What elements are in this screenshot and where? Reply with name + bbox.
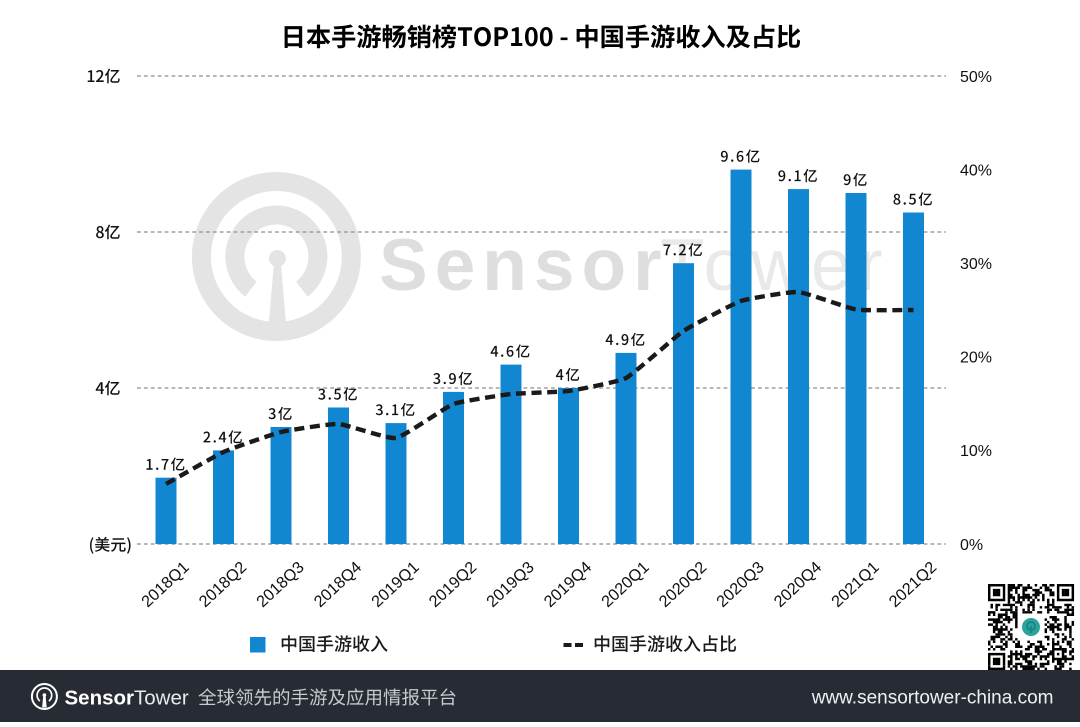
svg-text:SensorTower: SensorTower — [65, 687, 189, 710]
svg-text:10%: 10% — [960, 443, 992, 460]
svg-text:50%: 50% — [960, 69, 992, 86]
svg-text:0%: 0% — [960, 537, 983, 554]
svg-text:20%: 20% — [960, 350, 992, 367]
svg-text:30%: 30% — [960, 256, 992, 273]
svg-text:www.sensortower-china.com: www.sensortower-china.com — [811, 688, 1054, 709]
svg-text:Sensor: Sensor — [379, 225, 668, 306]
svg-text:40%: 40% — [960, 162, 992, 179]
